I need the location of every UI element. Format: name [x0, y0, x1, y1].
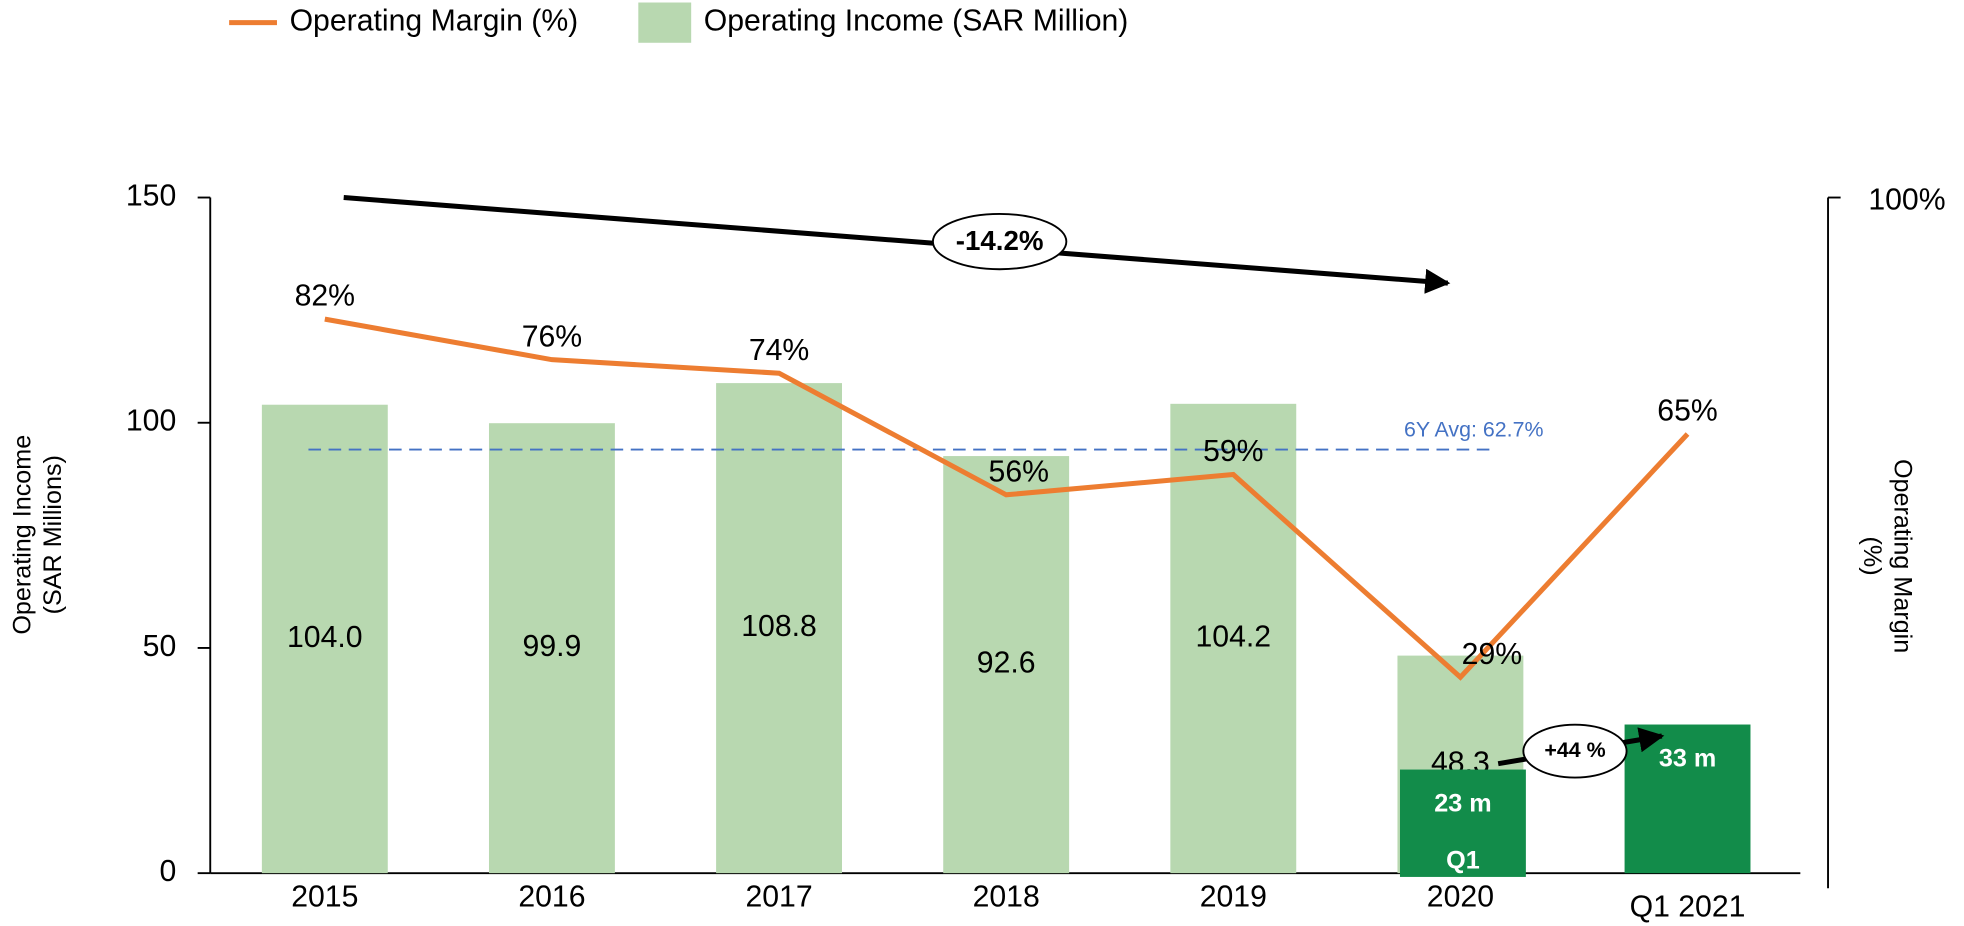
- y-tick-label: 100: [126, 405, 176, 438]
- average-label: 6Y Avg: 62.7%: [1404, 417, 1543, 441]
- bar-value-label: 104.2: [1196, 620, 1272, 653]
- growth-label: +44 %: [1544, 738, 1605, 762]
- q1-bar: [1399, 769, 1526, 877]
- bar-value-label: 92.6: [977, 647, 1036, 680]
- x-tick-label: 2019: [1200, 880, 1267, 913]
- y-tick-label: 0: [159, 855, 176, 888]
- bar: [1170, 403, 1297, 874]
- bar: [488, 423, 615, 874]
- trend-badge: [931, 212, 1068, 271]
- growth-badge: [1522, 723, 1628, 779]
- bar: [943, 456, 1070, 874]
- line-value-label: 65%: [1657, 395, 1717, 428]
- line-value-label: 56%: [989, 455, 1049, 488]
- q1-label: Q1: [1446, 846, 1480, 874]
- trend-label: -14.2%: [956, 225, 1044, 256]
- margin-line: [324, 316, 1690, 681]
- bar-value-label: 108.8: [741, 610, 817, 643]
- x-tick-label: Q1 2021: [1630, 890, 1746, 923]
- y2-tick-label: 100%: [1868, 183, 1945, 216]
- trend-arrow: [343, 195, 1451, 294]
- y-tick-label: 50: [143, 630, 177, 663]
- y2-axis-label: (%): [1858, 537, 1886, 576]
- y-axis-label: (SAR Millions): [39, 455, 67, 614]
- legend-swatch: [638, 2, 692, 43]
- line-value-label: 74%: [749, 334, 809, 367]
- legend-label: Operating Margin (%): [290, 5, 579, 38]
- line-value-label: 29%: [1462, 638, 1522, 671]
- line-value-label: 76%: [522, 320, 582, 353]
- y-axis-label: Operating Income: [9, 435, 37, 635]
- x-tick-label: 2017: [745, 880, 812, 913]
- x-tick-label: 2020: [1427, 880, 1494, 913]
- bar: [261, 404, 388, 874]
- line-value-label: 59%: [1203, 435, 1263, 468]
- bar-value-label: 99.9: [523, 630, 582, 663]
- bar-value-label: 104.0: [287, 621, 363, 654]
- x-tick-label: 2015: [291, 880, 358, 913]
- plot: 0 50 100 150 100% Operating Income (SAR Millio…: [9, 180, 1946, 924]
- legend-label: Operating Income (SAR Million): [704, 5, 1129, 38]
- q1-value-label: 23 m: [1434, 789, 1491, 817]
- y-tick-label: 150: [126, 180, 176, 213]
- bar: [716, 383, 843, 874]
- q1-value-label: 33 m: [1659, 744, 1716, 772]
- x-tick-label: 2016: [518, 880, 585, 913]
- line-value-label: 82%: [295, 280, 355, 313]
- y2-axis-label: Operating Margin: [1888, 459, 1916, 653]
- x-tick-label: 2018: [973, 880, 1040, 913]
